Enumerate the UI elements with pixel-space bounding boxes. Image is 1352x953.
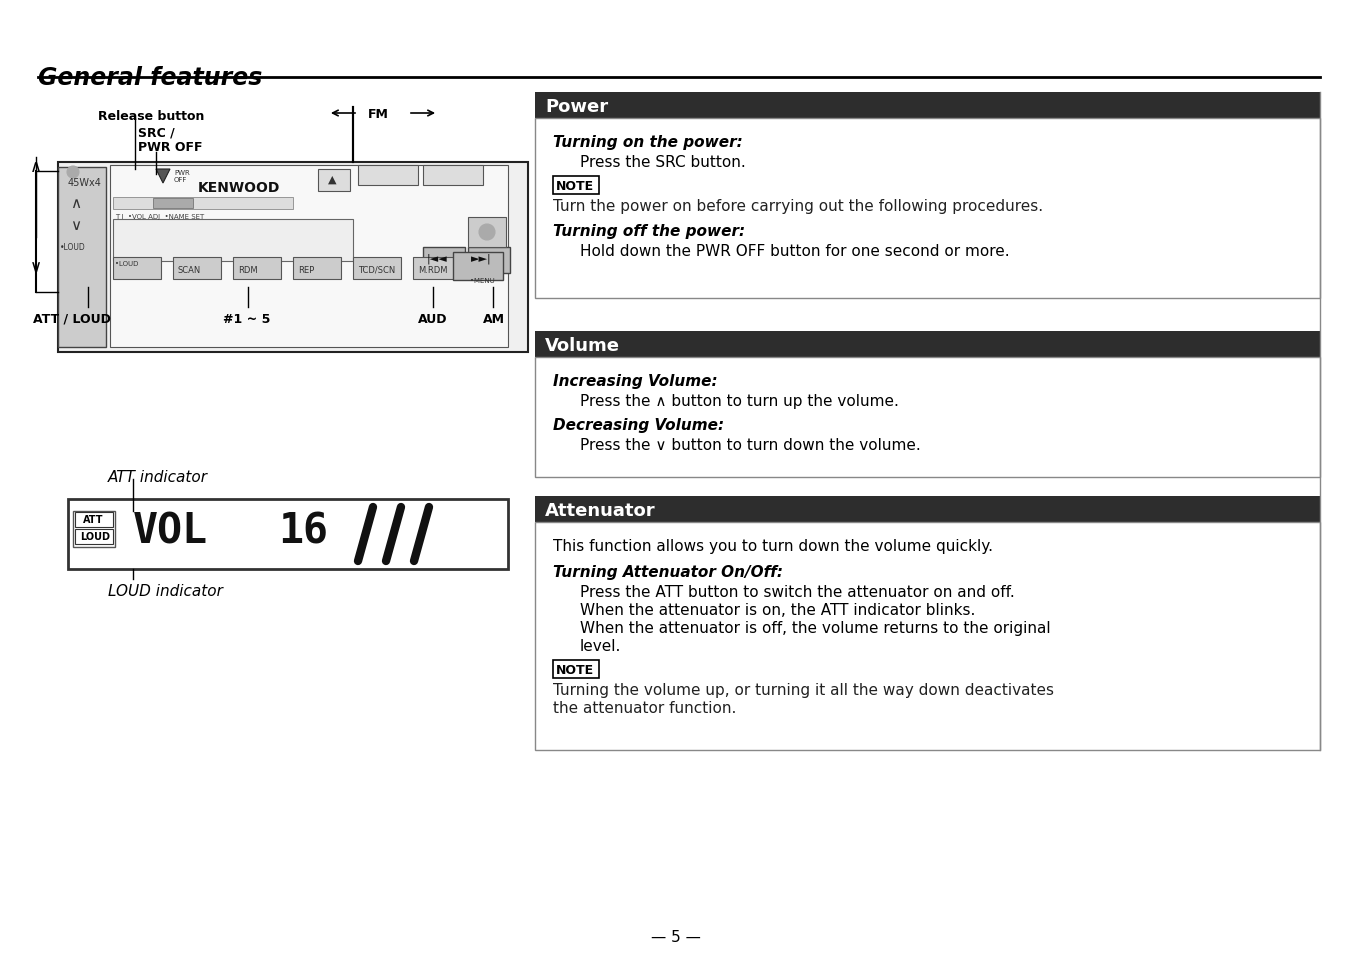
Text: Power: Power (545, 98, 608, 116)
Bar (293, 257, 341, 280)
Text: Turning Attenuator On/Off:: Turning Attenuator On/Off: (553, 564, 783, 579)
Bar (233, 257, 281, 280)
Text: ∨: ∨ (70, 218, 81, 233)
Text: KENWOOD: KENWOOD (197, 181, 280, 194)
Bar (535, 119, 1320, 298)
Bar (535, 522, 1320, 750)
Bar (353, 257, 402, 280)
Text: NOTE: NOTE (556, 663, 594, 677)
Bar (535, 357, 1320, 477)
Circle shape (479, 225, 495, 241)
Circle shape (68, 167, 78, 179)
Bar (423, 248, 465, 274)
Bar (468, 218, 506, 248)
Text: •MENU: •MENU (470, 277, 495, 284)
Bar (412, 257, 461, 280)
Text: T I  •VOL ADJ  •NAME SET: T I •VOL ADJ •NAME SET (115, 213, 204, 220)
Text: NOTE: NOTE (556, 180, 594, 193)
Text: Hold down the PWR OFF button for one second or more.: Hold down the PWR OFF button for one sec… (580, 244, 1010, 258)
Text: SCAN: SCAN (178, 266, 201, 274)
Text: ►►|: ►►| (470, 253, 492, 264)
Text: Turning off the power:: Turning off the power: (553, 224, 745, 239)
Text: AUD: AUD (418, 313, 448, 326)
Bar (553, 177, 599, 194)
Text: LOUD indicator: LOUD indicator (108, 583, 223, 598)
Text: 45Wx4: 45Wx4 (68, 178, 101, 188)
Text: — 5 —: — 5 — (652, 929, 700, 944)
Bar (535, 92, 1320, 119)
Text: AM: AM (483, 313, 506, 326)
Text: ▲: ▲ (329, 174, 337, 185)
Bar (68, 499, 508, 569)
Bar (358, 166, 418, 186)
Bar (110, 166, 508, 348)
Bar (114, 198, 293, 210)
Bar (318, 170, 350, 192)
Text: ∧: ∧ (30, 158, 42, 175)
Text: ATT / LOUD: ATT / LOUD (32, 313, 111, 326)
Text: VOL: VOL (132, 510, 208, 552)
Text: When the attenuator is off, the volume returns to the original: When the attenuator is off, the volume r… (580, 620, 1051, 636)
Text: Press the ATT button to switch the attenuator on and off.: Press the ATT button to switch the atten… (580, 584, 1015, 599)
Bar (74, 530, 114, 544)
Bar (114, 257, 161, 280)
Text: Turning on the power:: Turning on the power: (553, 135, 742, 150)
Bar (153, 199, 193, 209)
Text: PWR
OFF: PWR OFF (174, 170, 189, 183)
Text: Press the ∧ button to turn up the volume.: Press the ∧ button to turn up the volume… (580, 394, 899, 409)
Text: ATT: ATT (82, 515, 104, 524)
Text: RDM: RDM (238, 266, 258, 274)
Text: This function allows you to turn down the volume quickly.: This function allows you to turn down th… (553, 538, 992, 554)
Bar (535, 332, 1320, 357)
Bar (453, 253, 503, 281)
Text: When the attenuator is on, the ATT indicator blinks.: When the attenuator is on, the ATT indic… (580, 602, 975, 618)
Text: |◄◄: |◄◄ (427, 253, 448, 264)
Text: Release button: Release button (97, 110, 204, 123)
Text: Decreasing Volume:: Decreasing Volume: (553, 417, 725, 433)
Bar (58, 163, 529, 353)
Bar (73, 512, 115, 547)
Bar (553, 660, 599, 679)
Text: Increasing Volume:: Increasing Volume: (553, 374, 718, 389)
Text: Attenuator: Attenuator (545, 501, 656, 519)
Polygon shape (155, 170, 170, 184)
Text: Turn the power on before carrying out the following procedures.: Turn the power on before carrying out th… (553, 199, 1044, 213)
Text: ∨: ∨ (30, 257, 42, 275)
Text: General features: General features (38, 66, 262, 90)
Text: REP: REP (297, 266, 314, 274)
Bar (535, 497, 1320, 522)
Text: TCD/SCN: TCD/SCN (358, 266, 395, 274)
Text: LOUD: LOUD (80, 532, 110, 541)
Text: ATT indicator: ATT indicator (108, 470, 208, 484)
Bar (468, 248, 510, 274)
Text: SRC /
PWR OFF: SRC / PWR OFF (138, 126, 203, 153)
Text: 16: 16 (279, 510, 329, 552)
Text: level.: level. (580, 639, 622, 654)
Bar (114, 220, 353, 262)
Text: Turning the volume up, or turning it all the way down deactivates: Turning the volume up, or turning it all… (553, 682, 1055, 698)
Text: the attenuator function.: the attenuator function. (553, 700, 737, 716)
Text: Press the SRC button.: Press the SRC button. (580, 154, 746, 170)
Bar (74, 513, 114, 527)
Text: Volume: Volume (545, 336, 621, 355)
Bar (173, 257, 220, 280)
Text: •LOUD: •LOUD (115, 261, 138, 267)
Text: FM: FM (368, 108, 389, 121)
Bar (58, 168, 105, 348)
Bar (423, 166, 483, 186)
Text: ∧: ∧ (70, 195, 81, 211)
Text: •LOUD: •LOUD (59, 243, 85, 252)
Text: Press the ∨ button to turn down the volume.: Press the ∨ button to turn down the volu… (580, 437, 921, 453)
Text: #1 ~ 5: #1 ~ 5 (223, 313, 270, 326)
Text: M.RDM: M.RDM (418, 266, 448, 274)
